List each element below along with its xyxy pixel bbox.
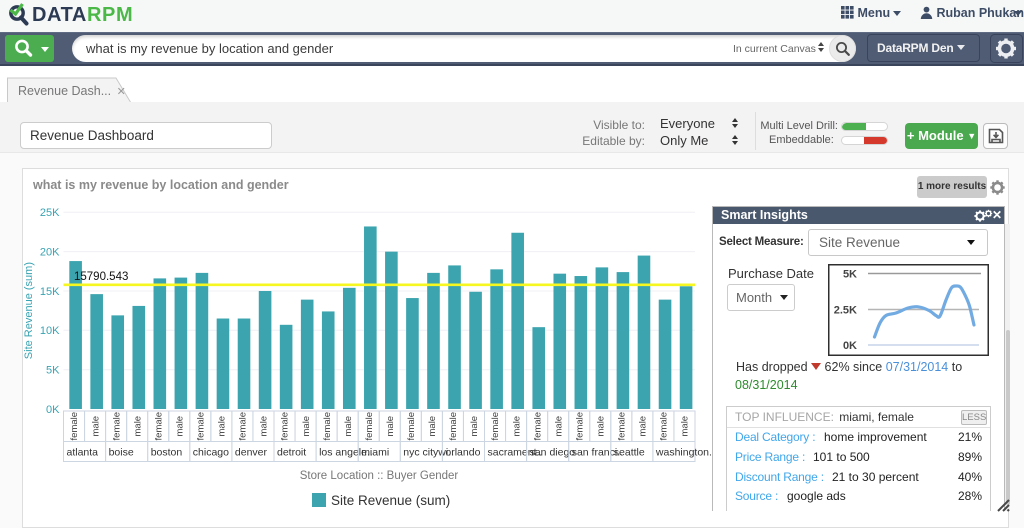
svg-text:atlanta: atlanta [67,447,99,459]
svg-text:15K: 15K [40,286,60,298]
svg-text:san franci..: san franci.. [572,447,623,459]
svg-text:female: female [532,412,543,441]
svg-text:sacrament..: sacrament.. [488,447,543,459]
svg-text:boise: boise [109,447,134,459]
svg-text:2.5K: 2.5K [834,305,857,317]
svg-text:male: male [259,416,270,437]
svg-text:chicago: chicago [193,447,229,459]
svg-text:female: female [153,412,164,441]
svg-text:washington...: washington... [655,447,718,459]
svg-text:5K: 5K [46,365,60,377]
svg-text:female: female [574,412,585,441]
svg-text:0K: 0K [843,340,857,352]
svg-text:5K: 5K [843,269,857,281]
svg-text:0K: 0K [46,404,60,416]
svg-text:female: female [280,412,291,441]
svg-text:male: male [680,416,691,437]
svg-text:seattle: seattle [614,447,645,459]
svg-text:los angele..: los angele.. [319,447,373,459]
svg-text:miami: miami [361,447,389,459]
svg-text:Site Revenue (sum): Site Revenue (sum) [331,493,450,508]
svg-text:male: male [638,416,649,437]
svg-text:denver: denver [235,447,268,459]
svg-text:male: male [553,416,564,437]
svg-text:female: female [448,412,459,441]
svg-text:male: male [301,416,312,437]
svg-text:male: male [427,416,438,437]
svg-text:female: female [238,412,249,441]
svg-text:male: male [132,416,143,437]
svg-text:orlando: orlando [445,447,480,459]
svg-text:Site Revenue (sum): Site Revenue (sum) [23,262,35,359]
svg-text:female: female [490,412,501,441]
svg-text:male: male [469,416,480,437]
svg-text:male: male [511,416,522,437]
svg-text:25K: 25K [40,207,60,219]
svg-text:Store Location :: Buyer Gender: Store Location :: Buyer Gender [300,470,459,482]
svg-text:female: female [111,412,122,441]
svg-text:female: female [617,412,628,441]
svg-text:nyc citywi..: nyc citywi.. [403,447,454,459]
svg-text:female: female [322,412,333,441]
svg-text:male: male [175,416,186,437]
svg-text:female: female [69,412,80,441]
svg-text:female: female [364,412,375,441]
svg-text:boston: boston [151,447,183,459]
svg-text:20K: 20K [40,246,60,258]
svg-text:male: male [385,416,396,437]
svg-text:male: male [343,416,354,437]
svg-text:male: male [596,416,607,437]
svg-text:male: male [217,416,228,437]
svg-text:female: female [196,412,207,441]
svg-text:detroit: detroit [277,447,306,459]
svg-text:male: male [90,416,101,437]
svg-text:10K: 10K [40,325,60,337]
svg-text:15790.543: 15790.543 [74,271,128,283]
svg-text:female: female [406,412,417,441]
svg-text:san diego: san diego [530,447,576,459]
svg-text:female: female [659,412,670,441]
